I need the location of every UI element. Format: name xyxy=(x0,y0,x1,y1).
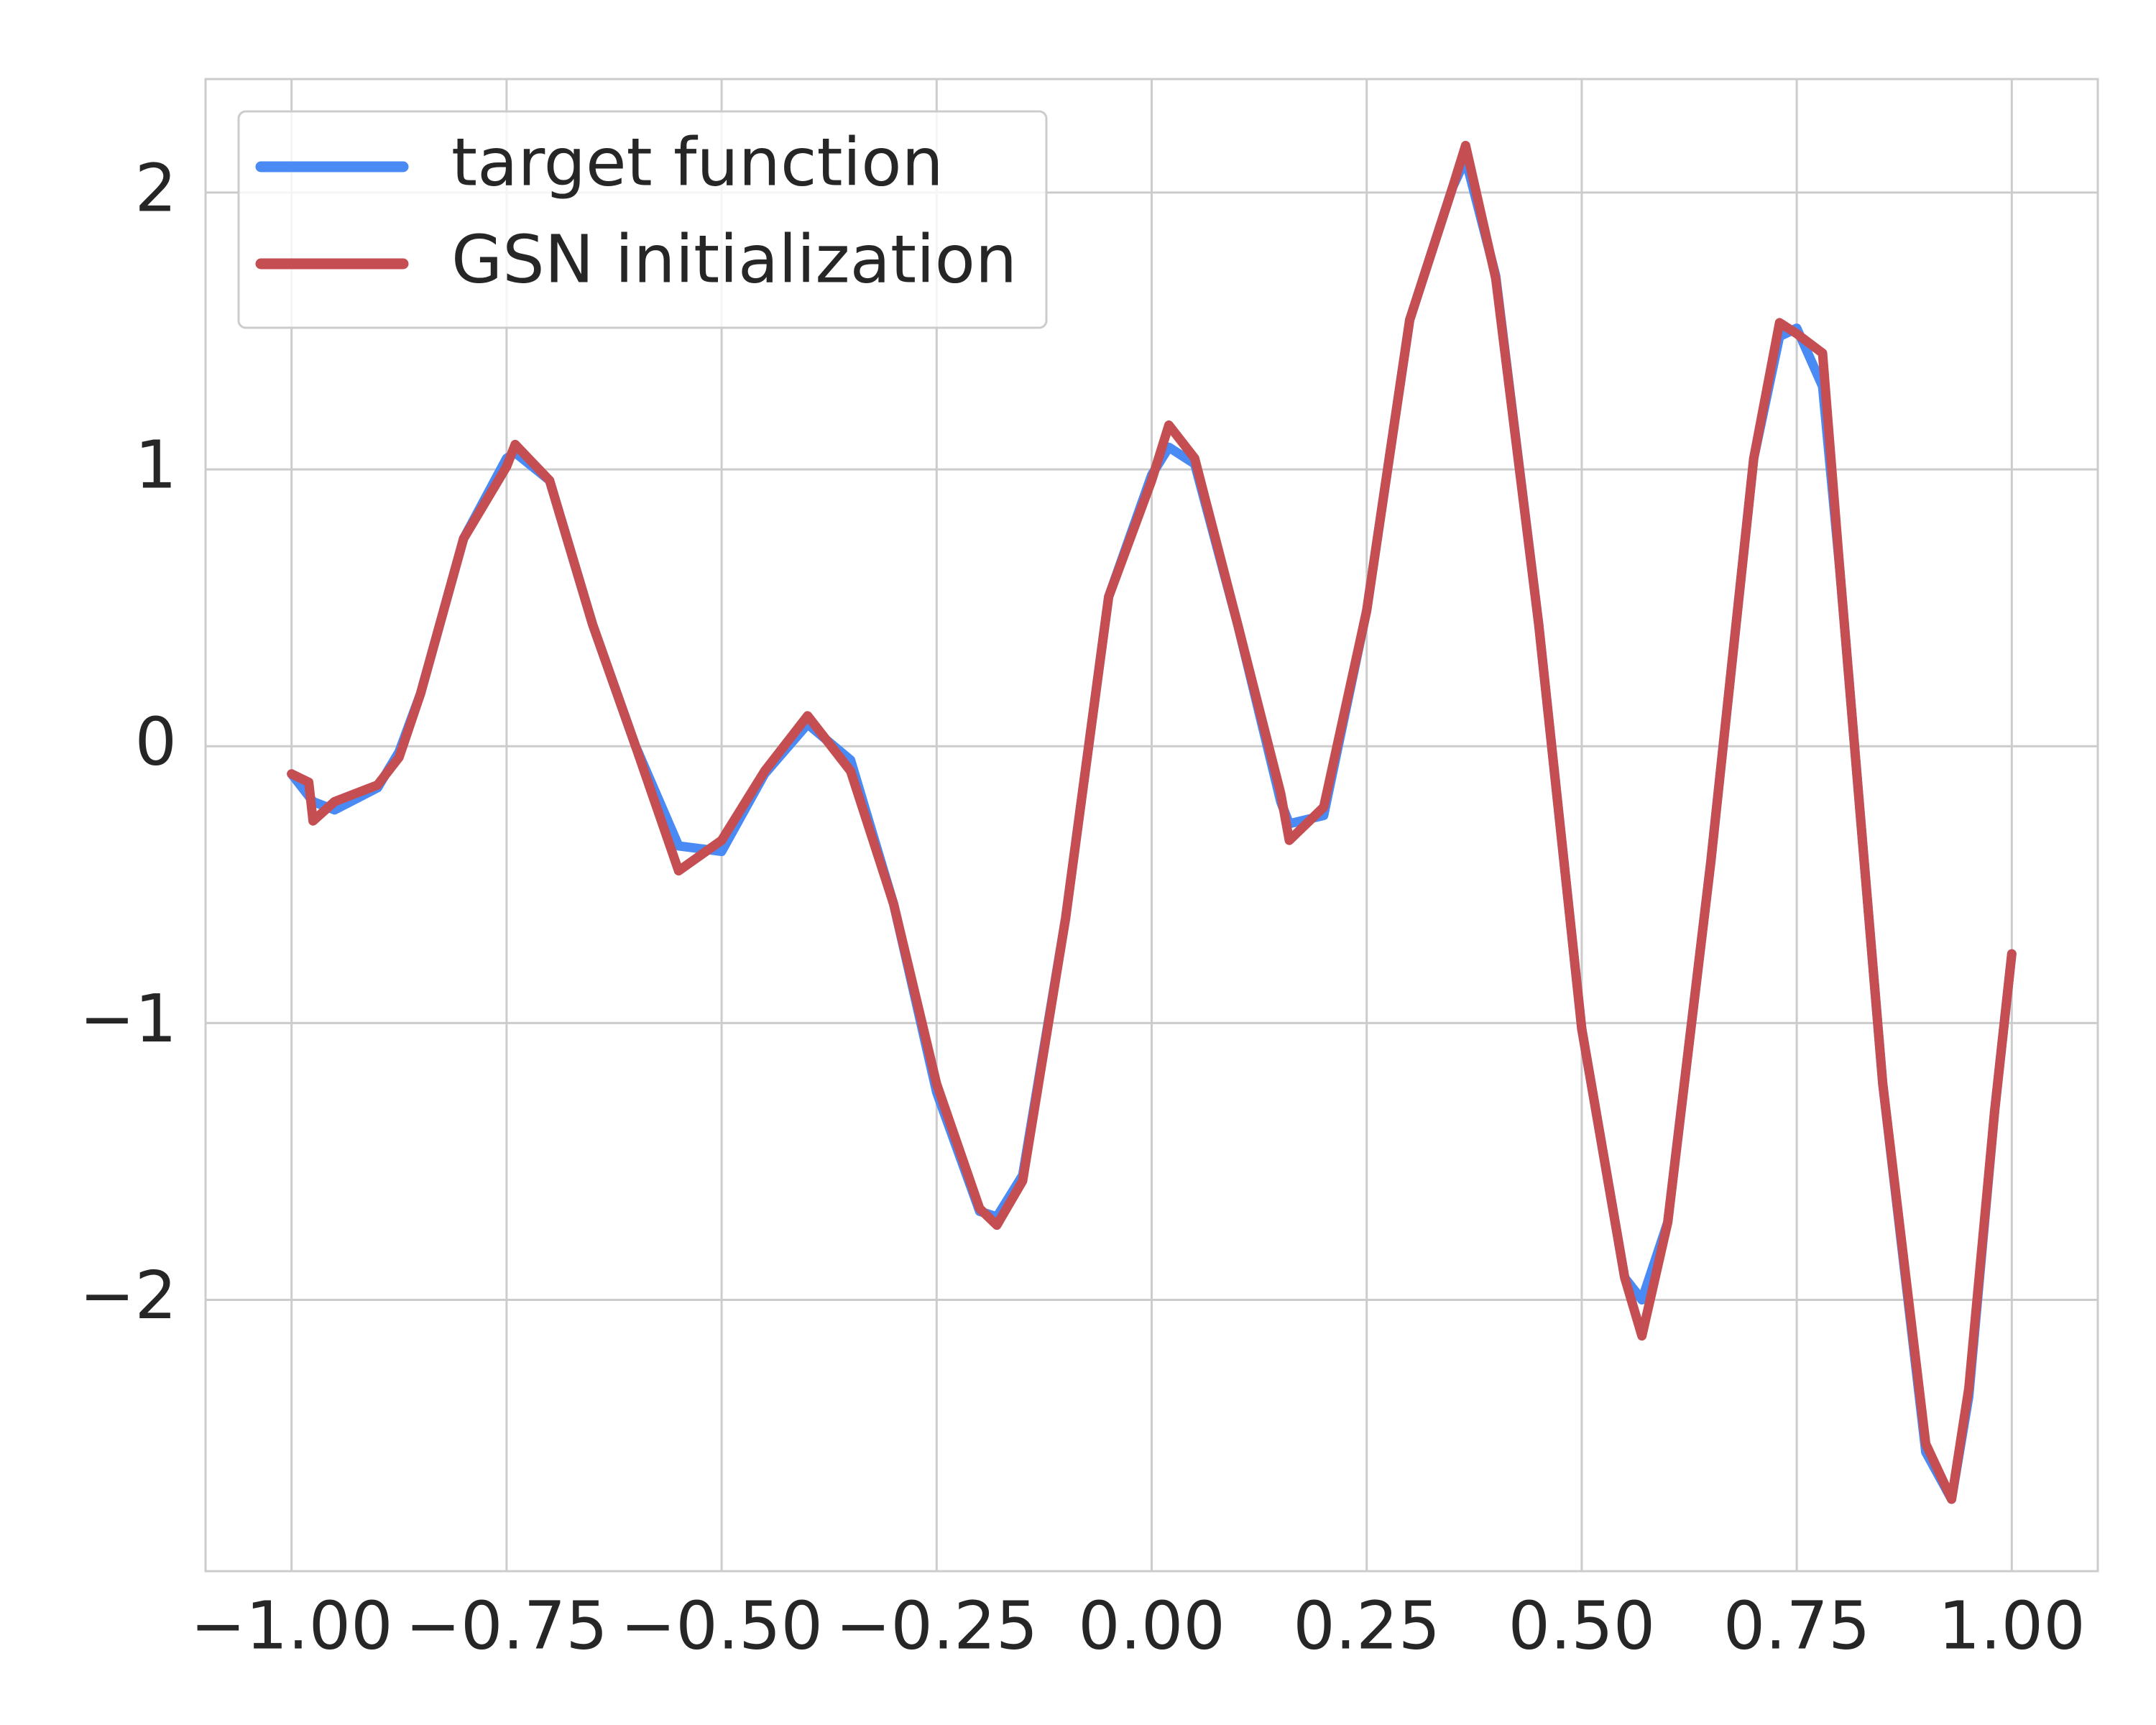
y-tick-label: 0 xyxy=(134,704,177,781)
x-tick-label: −1.00 xyxy=(190,1587,393,1664)
y-tick-label: −2 xyxy=(79,1257,177,1334)
legend-box xyxy=(237,110,1048,329)
x-tick-label: 0.50 xyxy=(1508,1587,1655,1664)
plot-frame xyxy=(204,78,2099,1573)
x-tick-label: 0.25 xyxy=(1293,1587,1440,1664)
legend-label: GSN initialization xyxy=(451,221,1017,298)
x-tick-label: −0.50 xyxy=(620,1587,823,1664)
x-tick-label: 1.00 xyxy=(1938,1587,2086,1664)
y-tick-label: −1 xyxy=(79,980,177,1057)
x-tick-label: −0.75 xyxy=(405,1587,608,1664)
y-tick-label: 1 xyxy=(134,426,177,503)
x-tick-label: 0.00 xyxy=(1078,1587,1225,1664)
y-tick-label: 2 xyxy=(134,150,177,226)
x-tick-label: −0.25 xyxy=(835,1587,1038,1664)
x-tick-label: 0.75 xyxy=(1723,1587,1871,1664)
series-line xyxy=(287,140,2017,1504)
legend-label: target function xyxy=(451,124,944,201)
